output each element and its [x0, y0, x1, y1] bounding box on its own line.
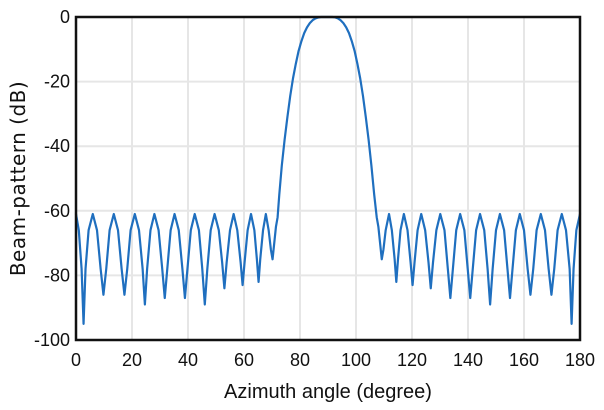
- x-tick-label: 40: [178, 350, 198, 370]
- y-tick-label: -100: [34, 330, 70, 350]
- x-tick-label: 60: [234, 350, 254, 370]
- beam-pattern-series-line: [74, 15, 582, 325]
- y-tick-label: 0: [60, 7, 70, 27]
- grid-lines: [76, 17, 580, 340]
- x-tick-label: 180: [565, 350, 595, 370]
- y-tick-label: -40: [44, 136, 70, 156]
- x-tick-label: 160: [509, 350, 539, 370]
- y-tick-label: -80: [44, 265, 70, 285]
- y-tick-label: -60: [44, 201, 70, 221]
- x-tick-labels: 0 20 40 60 80 100 120 140 160 180: [71, 350, 595, 370]
- x-tick-label: 100: [341, 350, 371, 370]
- plot-frame: [74, 15, 582, 342]
- y-axis-label: Beam-pattern (dB): [6, 81, 30, 276]
- x-tick-label: 80: [290, 350, 310, 370]
- x-tick-label: 120: [397, 350, 427, 370]
- x-axis-label: Azimuth angle (degree): [224, 381, 432, 403]
- x-tick-label: 0: [71, 350, 81, 370]
- y-tick-label: -20: [44, 72, 70, 92]
- x-tick-label: 140: [453, 350, 483, 370]
- x-tick-label: 20: [122, 350, 142, 370]
- y-tick-labels: 0 -20 -40 -60 -80 -100: [34, 7, 70, 350]
